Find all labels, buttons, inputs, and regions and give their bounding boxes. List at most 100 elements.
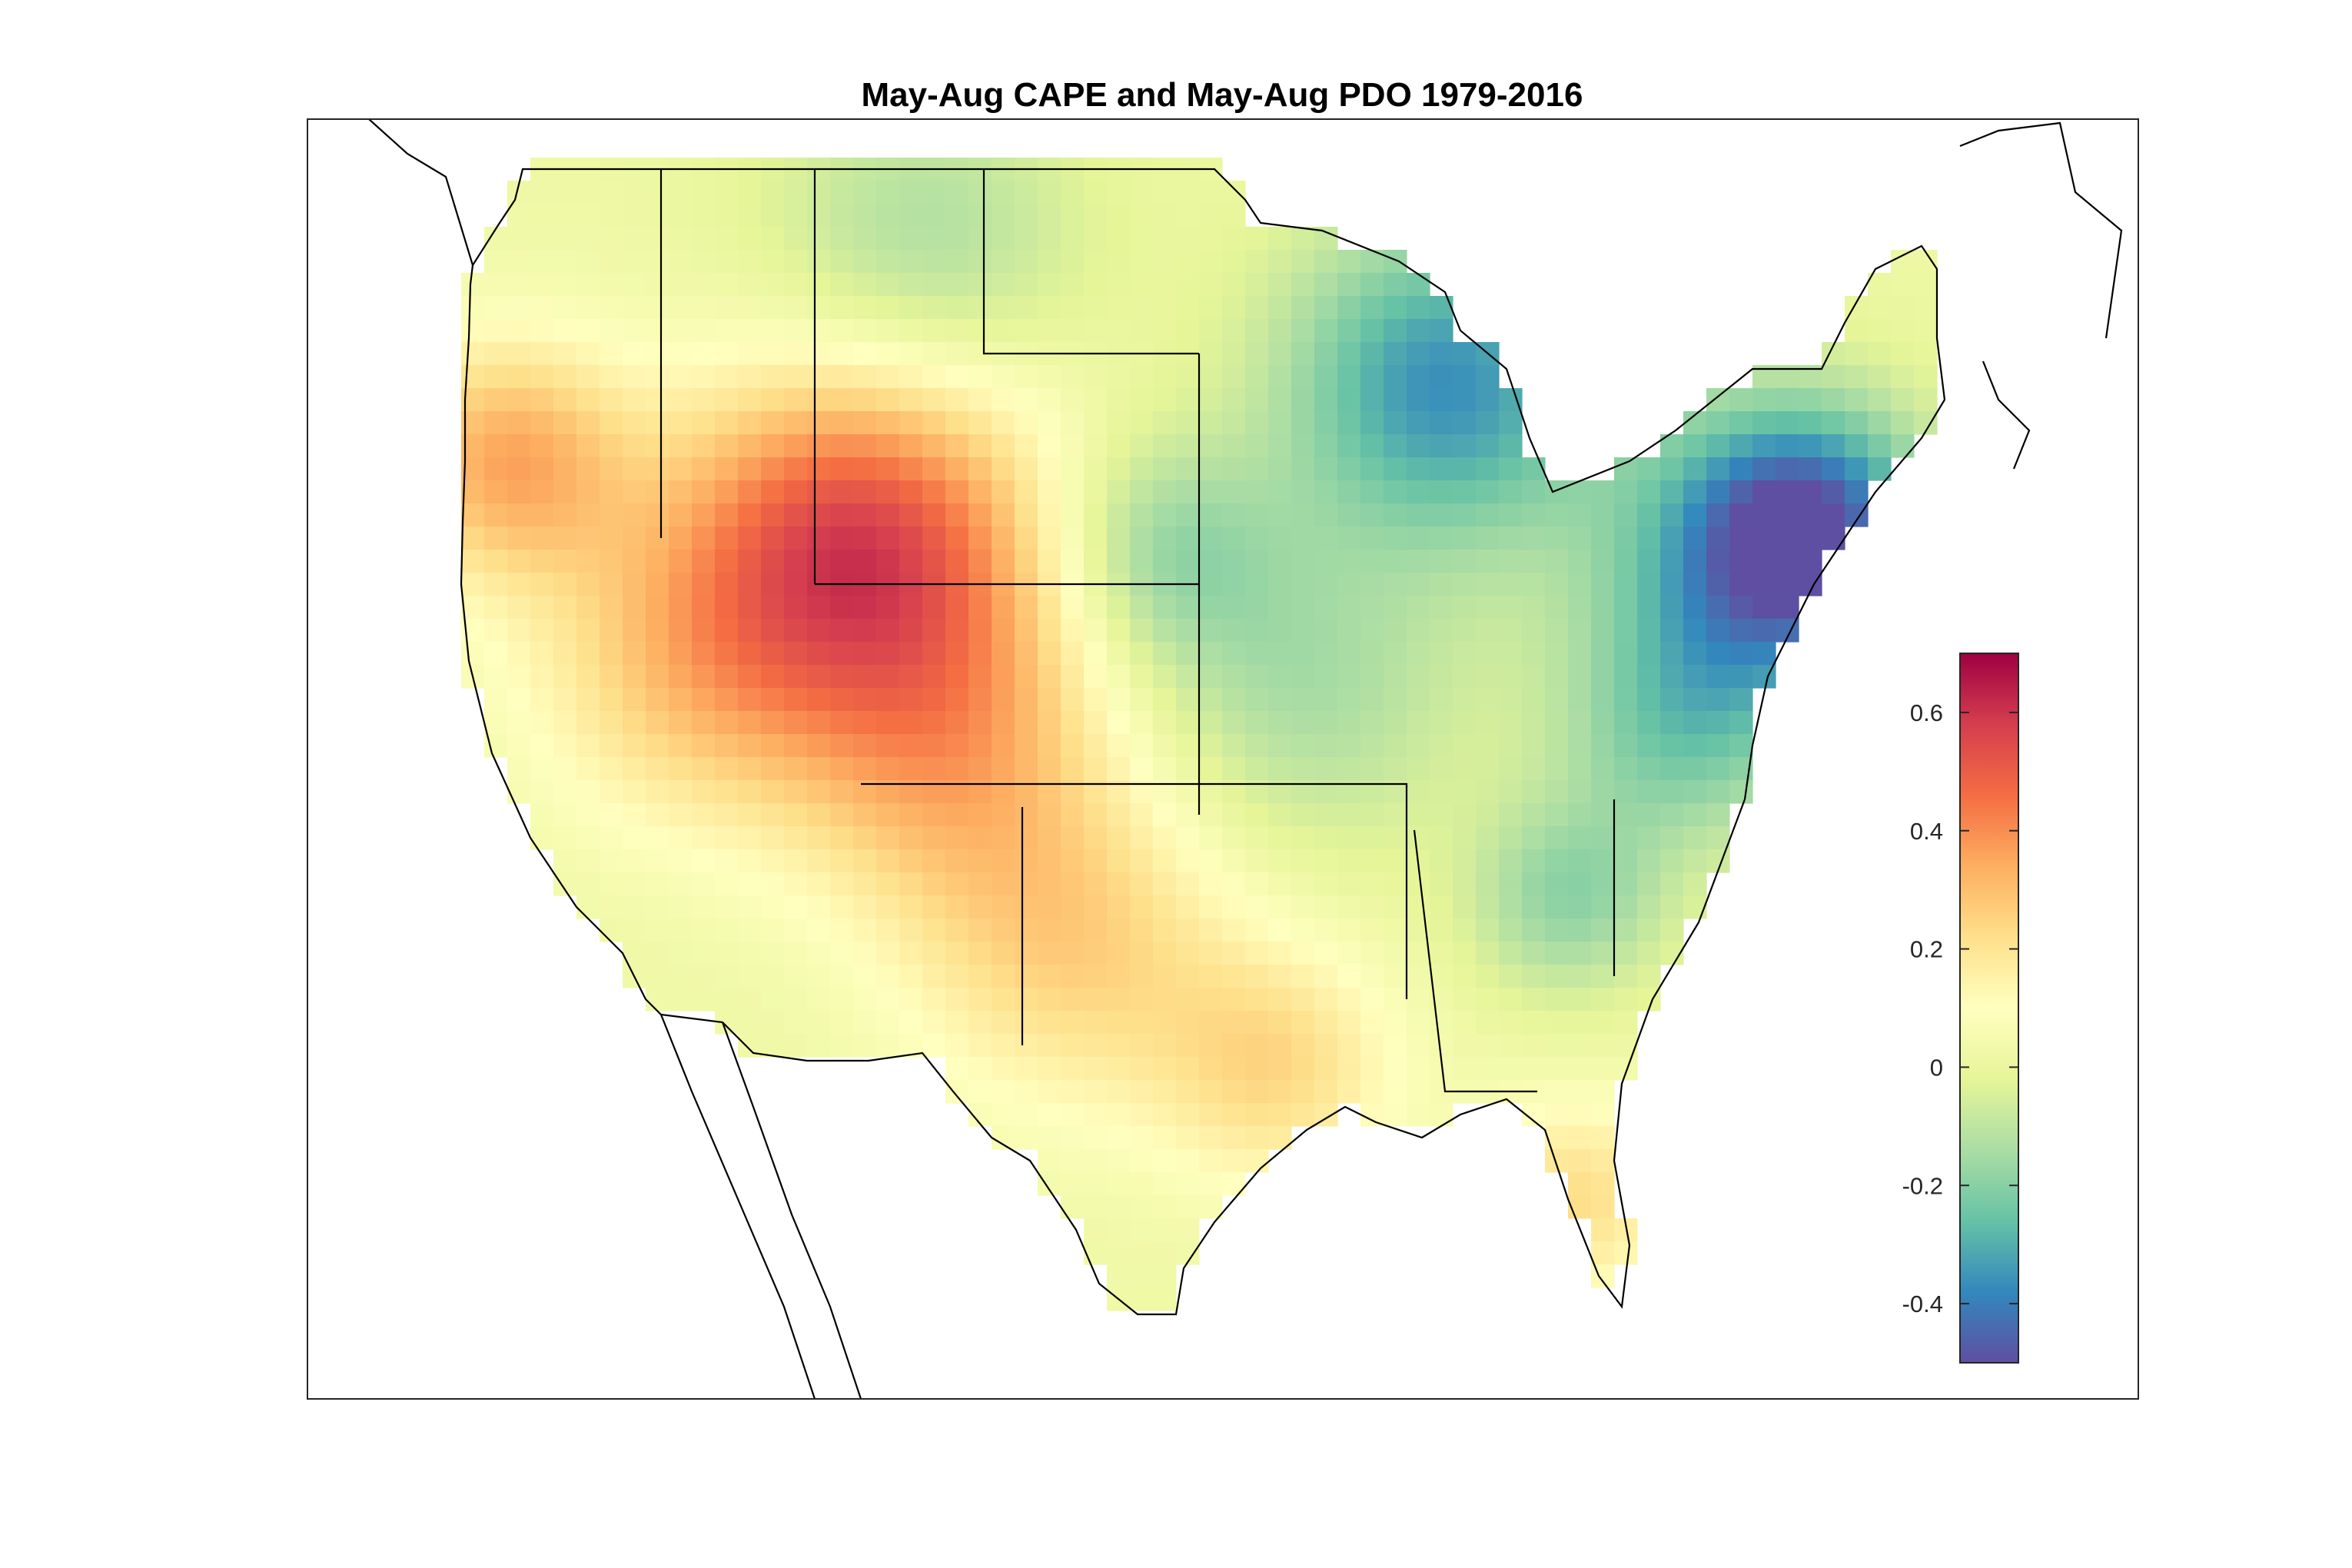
grid-cell: [1476, 1034, 1500, 1058]
grid-cell: [1130, 250, 1154, 274]
grid-cell: [1729, 411, 1753, 435]
grid-cell: [1660, 527, 1684, 550]
grid-cell: [1015, 642, 1038, 666]
grid-cell: [1591, 942, 1615, 965]
grid-cell: [1153, 665, 1177, 689]
grid-cell: [1568, 503, 1592, 527]
grid-cell: [1153, 872, 1177, 896]
grid-cell: [1084, 1080, 1108, 1104]
grid-cell: [1614, 619, 1638, 643]
grid-cell: [1476, 688, 1500, 712]
grid-cell: [1084, 1172, 1108, 1196]
grid-cell: [784, 711, 808, 735]
grid-cell: [530, 250, 554, 274]
grid-cell: [1291, 965, 1315, 988]
grid-cell: [1222, 1080, 1246, 1104]
grid-cell: [1453, 1057, 1477, 1081]
grid-cell: [1591, 849, 1615, 873]
grid-cell: [784, 688, 808, 712]
grid-cell: [692, 527, 716, 550]
grid-cell: [1337, 734, 1361, 758]
grid-cell: [1084, 757, 1108, 781]
grid-cell: [1245, 895, 1269, 919]
grid-cell: [1199, 942, 1223, 965]
grid-cell: [1245, 388, 1269, 412]
grid-cell: [553, 849, 577, 873]
grid-cell: [1222, 503, 1246, 527]
grid-cell: [530, 734, 554, 758]
grid-cell: [876, 388, 900, 412]
grid-cell: [715, 757, 739, 781]
grid-cell: [623, 803, 646, 827]
grid-cell: [1015, 1034, 1038, 1058]
grid-cell: [899, 988, 923, 1012]
grid-cell: [507, 527, 531, 550]
grid-cell: [899, 665, 923, 689]
grid-cell: [1245, 619, 1269, 643]
grid-cell: [899, 503, 923, 527]
grid-cell: [830, 365, 854, 389]
grid-cell: [945, 365, 969, 389]
grid-cell: [1360, 942, 1384, 965]
grid-cell: [576, 711, 600, 735]
grid-cell: [830, 1011, 854, 1035]
grid-cell: [807, 826, 831, 850]
grid-cell: [1061, 803, 1085, 827]
grid-cell: [876, 457, 900, 481]
grid-cell: [1614, 965, 1638, 988]
grid-cell: [761, 204, 785, 228]
grid-cell: [1407, 734, 1430, 758]
grid-cell: [1176, 227, 1200, 251]
grid-cell: [1222, 181, 1246, 204]
grid-cell: [853, 1011, 877, 1035]
grid-cell: [876, 1011, 900, 1035]
grid-cell: [1522, 596, 1546, 620]
grid-cell: [530, 342, 554, 366]
grid-cell: [992, 411, 1015, 435]
grid-cell: [507, 296, 531, 320]
grid-cell: [853, 757, 877, 781]
grid-cell: [876, 319, 900, 343]
grid-cell: [1107, 665, 1131, 689]
grid-cell: [1729, 665, 1753, 689]
grid-cell: [1706, 527, 1730, 550]
grid-cell: [876, 342, 900, 366]
grid-cell: [1176, 619, 1200, 643]
grid-cell: [784, 411, 808, 435]
grid-cell: [1453, 872, 1477, 896]
grid-cell: [553, 665, 577, 689]
grid-cell: [1384, 550, 1407, 573]
grid-cell: [1107, 872, 1131, 896]
grid-cell: [692, 227, 716, 251]
grid-cell: [715, 457, 739, 481]
grid-cell: [669, 457, 693, 481]
grid-cell: [1891, 342, 1915, 366]
grid-cell: [1476, 803, 1500, 827]
grid-cell: [1453, 1011, 1477, 1035]
grid-cell: [968, 1011, 992, 1035]
grid-cell: [830, 296, 854, 320]
grid-cell: [830, 942, 854, 965]
grid-cell: [1545, 596, 1569, 620]
grid-cell: [1476, 965, 1500, 988]
grid-cell: [1130, 1080, 1154, 1104]
grid-cell: [1337, 365, 1361, 389]
grid-cell: [761, 457, 785, 481]
grid-cell: [1384, 411, 1407, 435]
grid-cell: [945, 895, 969, 919]
grid-cell: [553, 296, 577, 320]
grid-cell: [1914, 365, 1938, 389]
border-line: [815, 354, 1408, 999]
grid-cell: [1245, 342, 1269, 366]
grid-cell: [1891, 434, 1915, 458]
grid-cell: [1061, 227, 1085, 251]
grid-cell: [1314, 457, 1338, 481]
grid-cell: [1291, 527, 1315, 550]
grid-cell: [1453, 803, 1477, 827]
grid-cell: [669, 550, 693, 573]
grid-cell: [1453, 919, 1477, 942]
grid-cell: [1222, 250, 1246, 274]
grid-cell: [1776, 457, 1799, 481]
grid-cell: [853, 734, 877, 758]
grid-cell: [738, 342, 762, 366]
